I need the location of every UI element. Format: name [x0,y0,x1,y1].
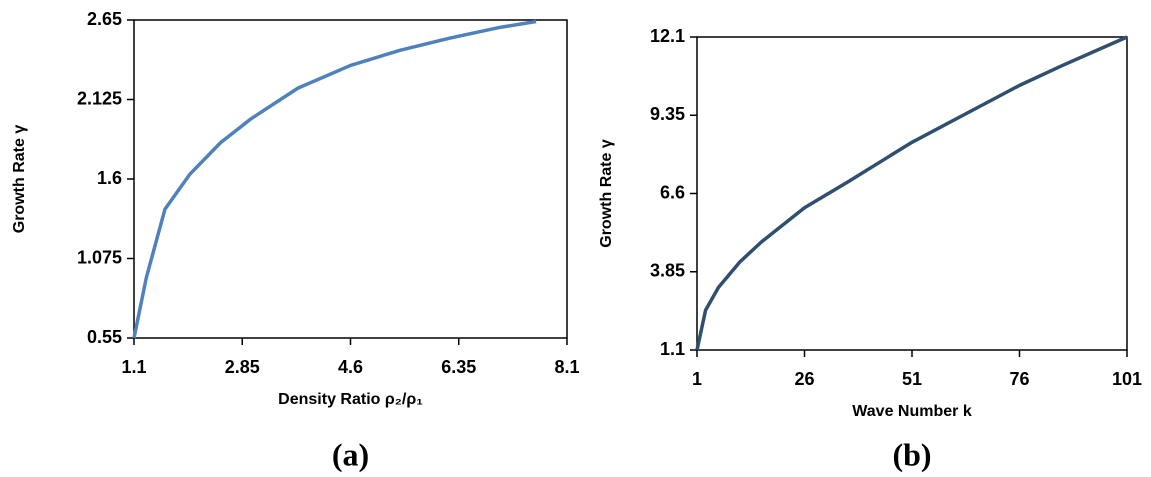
y-tick-label: 0.55 [87,327,122,347]
y-tick-label: 3.85 [650,261,685,281]
x-tick-label: 51 [902,369,922,389]
x-tick-label: 2.85 [225,357,260,377]
x-tick-label: 1.1 [121,357,146,377]
x-tick-label: 8.1 [554,357,579,377]
y-tick-label: 1.1 [660,339,685,359]
x-tick-label: 4.6 [338,357,363,377]
x-axis-title: Wave Number k [852,403,972,420]
y-tick-label: 2.125 [77,88,122,108]
y-tick-label: 1.6 [97,168,122,188]
x-tick-label: 101 [1112,369,1142,389]
y-tick-label: 12.1 [650,26,685,46]
plot-frame [696,36,1128,351]
x-tick-label: 76 [1009,369,1029,389]
y-tick-label: 9.35 [650,104,685,124]
x-tick-label: 1 [692,369,702,389]
x-tick-label: 6.35 [441,357,476,377]
data-line [695,35,1128,351]
y-axis-title: Growth Rate γ [598,139,615,248]
caption: (a) [332,436,369,472]
plot-frame [133,19,568,339]
y-tick-label: 2.65 [87,9,122,29]
x-axis-title: Density Ratio ρ₂/ρ₁ [278,391,423,408]
data-line [132,19,537,339]
x-tick-label: 26 [794,369,814,389]
y-tick-label: 6.6 [660,182,685,202]
y-tick-label: 1.075 [77,247,122,267]
caption: (b) [892,436,931,472]
y-axis-title: Growth Rate γ [11,125,28,234]
